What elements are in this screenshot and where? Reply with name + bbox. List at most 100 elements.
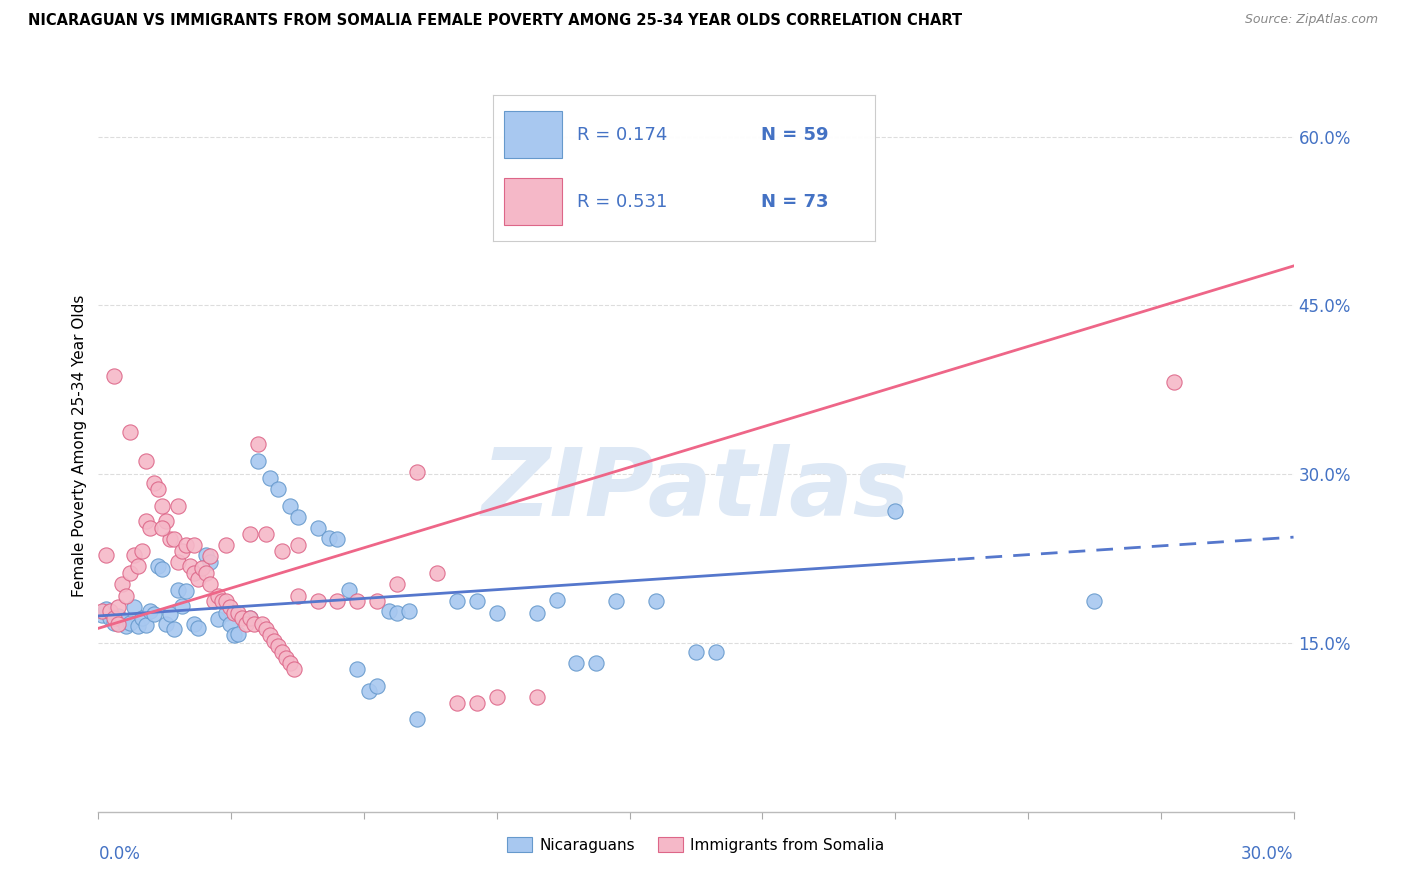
Point (96, 548, 118, 562)
Point (215, 594, 238, 608)
Point (198, 555, 221, 569)
Point (120, 615, 142, 630)
Point (1083, 594, 1105, 608)
Point (278, 499, 301, 513)
Point (406, 713, 429, 727)
Point (143, 607, 166, 621)
Point (222, 628, 245, 642)
Point (91, 607, 114, 622)
Point (270, 543, 292, 558)
Text: NICARAGUAN VS IMMIGRANTS FROM SOMALIA FEMALE POVERTY AMONG 25-34 YEAR OLDS CORRE: NICARAGUAN VS IMMIGRANTS FROM SOMALIA FE… (28, 13, 962, 29)
Point (202, 594, 225, 608)
Point (274, 650, 297, 665)
Point (546, 593, 568, 607)
Point (231, 611, 253, 625)
Text: 0.0%: 0.0% (98, 845, 141, 863)
Point (215, 606, 238, 620)
Point (103, 615, 125, 630)
Point (278, 656, 301, 670)
Point (339, 582, 360, 597)
Point (135, 515, 157, 529)
Point (259, 470, 281, 484)
Point (250, 616, 273, 631)
Point (194, 566, 218, 581)
Point (526, 690, 548, 704)
Point (183, 566, 205, 581)
Point (183, 616, 205, 631)
Point (148, 559, 170, 574)
Point (884, 504, 907, 518)
Point (385, 577, 409, 591)
Point (163, 533, 186, 547)
Point (198, 577, 221, 591)
Point (91, 604, 114, 618)
Text: Source: ZipAtlas.com: Source: ZipAtlas.com (1244, 13, 1378, 27)
Point (246, 436, 269, 450)
Point (235, 616, 257, 631)
Point (211, 594, 233, 608)
Point (98, 611, 122, 625)
Point (135, 618, 157, 632)
Point (155, 515, 177, 529)
Point (226, 606, 249, 620)
Point (346, 662, 368, 676)
Point (172, 599, 194, 613)
Point (645, 594, 668, 608)
Point (127, 559, 149, 574)
Point (143, 476, 166, 491)
Point (139, 521, 162, 535)
Point (198, 549, 221, 564)
Point (194, 548, 218, 562)
Point (174, 584, 197, 599)
Point (287, 589, 309, 603)
Point (287, 509, 309, 524)
Point (111, 614, 134, 628)
Point (398, 604, 420, 618)
Point (107, 599, 129, 614)
Point (263, 633, 285, 648)
Point (150, 521, 173, 535)
Point (111, 577, 134, 591)
Point (163, 623, 186, 637)
Y-axis label: Female Poverty Among 25-34 Year Olds: Female Poverty Among 25-34 Year Olds (72, 295, 87, 597)
Point (135, 453, 157, 467)
Point (366, 679, 388, 693)
Point (318, 531, 340, 545)
Point (183, 538, 205, 552)
Point (187, 621, 209, 635)
Point (207, 589, 229, 603)
Point (187, 572, 209, 586)
Point (215, 538, 238, 552)
Point (307, 594, 329, 608)
Point (426, 566, 449, 581)
Point (283, 662, 305, 676)
Point (107, 608, 129, 623)
Legend: Nicaraguans, Immigrants from Somalia: Nicaraguans, Immigrants from Somalia (502, 831, 890, 859)
Point (219, 599, 242, 614)
Point (115, 619, 138, 633)
Point (207, 612, 229, 626)
Point (124, 599, 146, 614)
Point (150, 499, 173, 513)
Point (243, 616, 266, 631)
Point (704, 645, 727, 659)
Point (326, 594, 349, 608)
Point (254, 526, 277, 541)
Point (385, 606, 409, 620)
Point (346, 594, 368, 608)
Point (172, 543, 194, 558)
Point (526, 606, 548, 620)
Point (127, 619, 149, 633)
Point (446, 696, 468, 710)
Point (139, 604, 162, 618)
Point (120, 566, 142, 581)
Point (239, 526, 262, 541)
Point (103, 369, 125, 384)
Point (406, 465, 429, 479)
Point (378, 604, 401, 618)
Point (159, 607, 181, 621)
Point (267, 640, 290, 654)
Point (267, 482, 290, 496)
Point (326, 533, 349, 547)
Point (222, 606, 245, 620)
